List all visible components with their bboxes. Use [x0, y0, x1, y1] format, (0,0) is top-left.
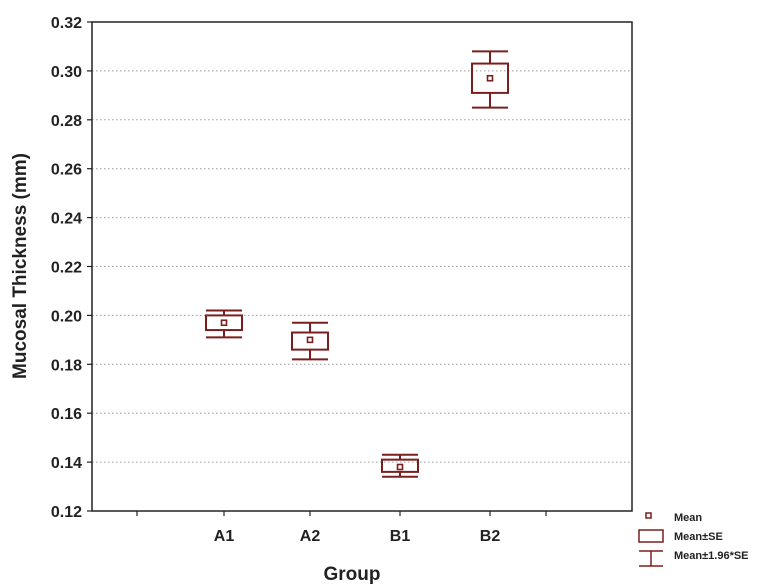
box-b2	[471, 50, 509, 109]
y-tick-label: 0.28	[51, 113, 82, 130]
y-tick-label: 0.30	[51, 64, 82, 81]
y-tick-label: 0.20	[51, 308, 82, 325]
mean-marker	[396, 463, 404, 471]
x-tick-label: B1	[390, 528, 411, 545]
legend: Mean Mean±SE Mean±1.96*SE	[638, 512, 749, 567]
legend-mean-label: Mean	[674, 512, 702, 524]
y-tick-label: 0.22	[51, 260, 82, 277]
y-tick-label: 0.24	[51, 211, 82, 228]
mean-marker	[220, 319, 228, 327]
legend-ci-label: Mean±1.96*SE	[674, 550, 749, 562]
y-axis: 0.12 0.14 0.16 0.18 0.20 0.22 0.24 0.26 0.28 0.30…	[51, 15, 92, 521]
x-axis-title: Group	[324, 564, 381, 585]
legend-se-marker	[638, 529, 664, 543]
x-tick-label: B2	[480, 528, 501, 545]
gridlines	[92, 70, 632, 463]
mean-marker	[306, 336, 314, 344]
x-tick-label: A2	[300, 528, 321, 545]
box-b1	[381, 453, 419, 478]
box-a1	[205, 309, 243, 339]
legend-se-label: Mean±SE	[674, 531, 723, 543]
y-tick-label: 0.32	[51, 15, 82, 32]
x-axis: A1 A2 B1 B2	[136, 511, 547, 545]
mean-marker	[486, 74, 494, 82]
x-tick-label: A1	[214, 528, 235, 545]
data-boxes	[205, 50, 509, 478]
y-tick-label: 0.26	[51, 162, 82, 179]
box-a2	[291, 321, 329, 361]
y-tick-label: 0.12	[51, 504, 82, 521]
y-axis-title: Mucosal Thickness (mm)	[10, 153, 31, 379]
legend-ci-marker	[639, 550, 663, 567]
y-tick-label: 0.16	[51, 406, 82, 423]
y-tick-label: 0.14	[51, 455, 82, 472]
legend-mean-marker	[645, 512, 652, 519]
y-tick-label: 0.18	[51, 357, 82, 374]
